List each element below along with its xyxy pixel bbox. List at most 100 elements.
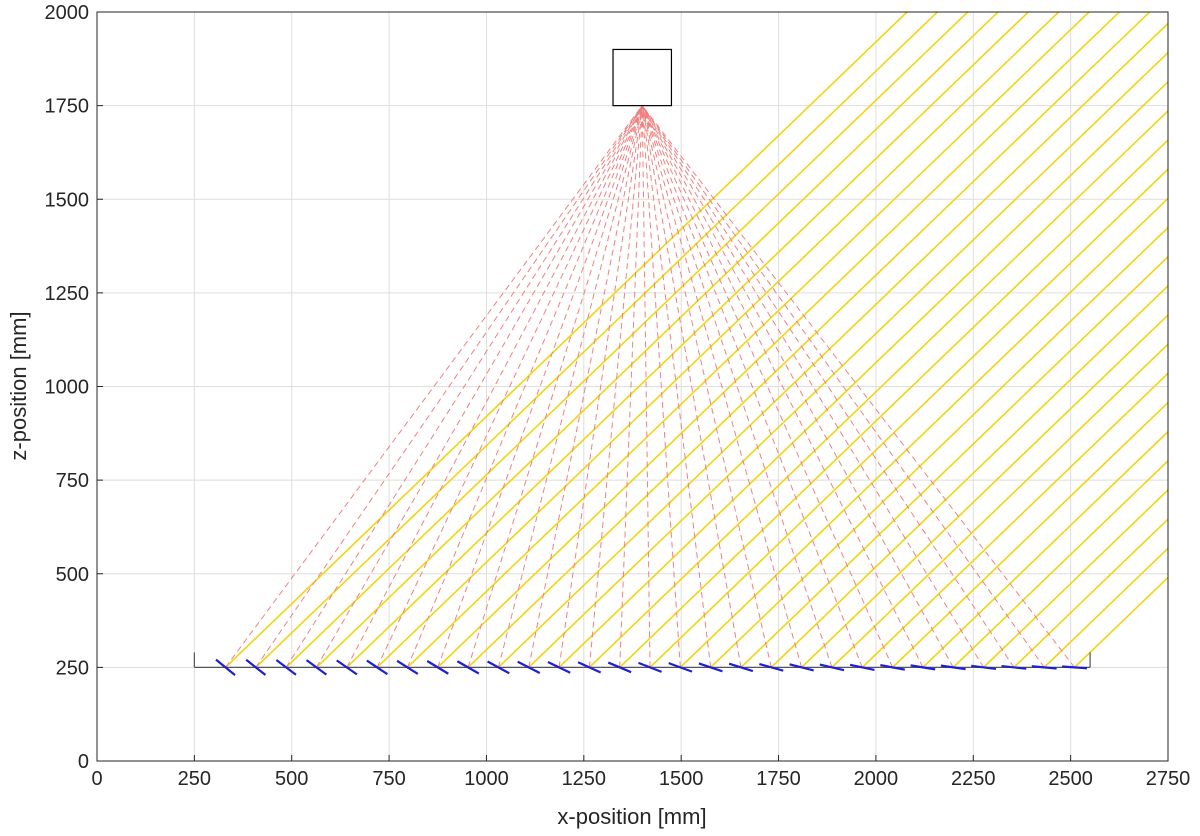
mirror — [336, 659, 358, 676]
y-tick-label: 1750 — [45, 96, 90, 118]
mirror — [1062, 665, 1088, 670]
incident-ray — [831, 343, 1168, 668]
incident-ray — [224, 12, 909, 668]
mirror — [668, 662, 693, 673]
mirror — [305, 659, 328, 676]
reflected-ray — [641, 105, 681, 668]
x-tick-label: 750 — [372, 768, 405, 790]
y-axis-ticks: 0 250 500 750 1000 1250 1500 1750 2000 — [45, 2, 103, 773]
reflected-ray — [528, 105, 643, 668]
mirror — [940, 664, 966, 671]
y-tick-label: 1500 — [45, 189, 90, 211]
mirror — [698, 662, 723, 673]
mirror — [215, 658, 236, 676]
mirror — [819, 663, 845, 672]
incident-ray — [1043, 547, 1168, 668]
reflected-ray — [285, 105, 643, 668]
reflected-ray — [467, 105, 643, 668]
mirror — [971, 664, 997, 671]
incident-ray — [740, 255, 1168, 668]
incident-ray — [406, 12, 1091, 668]
reflected-ray — [641, 105, 863, 668]
mirror-field — [193, 652, 1091, 676]
incident-ray — [467, 12, 1151, 668]
reflected-ray — [641, 105, 1015, 668]
incident-ray — [770, 284, 1168, 668]
y-tick-label: 500 — [56, 564, 89, 586]
x-tick-label: 2000 — [854, 768, 899, 790]
mirror — [245, 658, 267, 676]
y-tick-label: 0 — [78, 751, 89, 773]
reflected-ray — [641, 105, 712, 668]
reflected-ray — [641, 105, 651, 668]
reflected-ray — [641, 105, 833, 668]
mirror — [759, 662, 784, 672]
incident-ray — [285, 12, 969, 668]
reflected-ray — [316, 105, 643, 668]
incident-ray — [619, 139, 1168, 668]
reflected-ray — [255, 105, 643, 668]
x-tick-label: 1250 — [562, 768, 607, 790]
incident-ray — [528, 51, 1168, 668]
reflected-ray — [588, 105, 643, 668]
reflected-ray — [406, 105, 643, 668]
incident-ray — [255, 12, 939, 668]
mirror — [880, 664, 906, 671]
mirror — [547, 661, 571, 674]
mirror — [728, 662, 754, 673]
incident-ray — [497, 22, 1168, 668]
reflected-ray — [641, 105, 772, 668]
reflected-ray — [641, 105, 954, 668]
incident-ray — [315, 12, 1000, 668]
mirror — [638, 661, 662, 673]
mirror — [1031, 665, 1057, 670]
reflected-ray — [346, 105, 643, 668]
reflected-ray — [641, 105, 742, 668]
y-axis-label: z-position [mm] — [6, 311, 31, 460]
incident-ray — [983, 488, 1168, 668]
reflected-ray — [641, 105, 924, 668]
reflected-ray — [641, 105, 1045, 668]
incident-ray — [649, 168, 1168, 668]
mirror — [1001, 664, 1027, 670]
mirror — [487, 660, 510, 675]
mirror — [577, 661, 602, 674]
x-tick-label: 1500 — [659, 768, 704, 790]
receiver — [612, 48, 673, 107]
incident-ray — [1013, 518, 1168, 668]
receiver-box — [612, 48, 673, 107]
reflected-ray — [641, 105, 894, 668]
x-tick-label: 2250 — [951, 768, 996, 790]
y-tick-label: 1250 — [45, 283, 90, 305]
incident-ray — [437, 12, 1121, 668]
reflected-rays — [225, 105, 1075, 668]
mirror — [366, 659, 388, 676]
reflected-ray — [619, 105, 643, 668]
y-tick-label: 250 — [56, 657, 89, 679]
incident-ray — [952, 459, 1168, 668]
x-tick-label: 0 — [91, 768, 102, 790]
reflected-ray — [641, 105, 803, 668]
x-tick-label: 500 — [275, 768, 308, 790]
y-tick-label: 1000 — [45, 377, 90, 399]
reflected-ray — [641, 105, 1075, 668]
x-tick-label: 250 — [178, 768, 211, 790]
x-tick-label: 1750 — [756, 768, 801, 790]
incident-ray — [588, 109, 1168, 668]
x-axis-label: x-position [mm] — [557, 804, 706, 829]
reflected-ray — [497, 105, 643, 668]
reflected-ray — [376, 105, 643, 668]
mirror — [426, 660, 449, 675]
incident-ray — [922, 430, 1168, 668]
incident-ray — [801, 313, 1168, 668]
mirror — [910, 664, 936, 671]
incident-ray — [892, 401, 1168, 668]
mirror — [607, 661, 632, 674]
y-tick-label: 750 — [56, 470, 89, 492]
incident-ray — [861, 372, 1168, 668]
x-tick-label: 2500 — [1048, 768, 1093, 790]
x-axis-ticks: 0 250 500 750 1000 1250 1500 1750 2000 2250 2500 27… — [91, 755, 1190, 790]
x-tick-label: 2750 — [1146, 768, 1191, 790]
incident-ray — [376, 12, 1060, 668]
